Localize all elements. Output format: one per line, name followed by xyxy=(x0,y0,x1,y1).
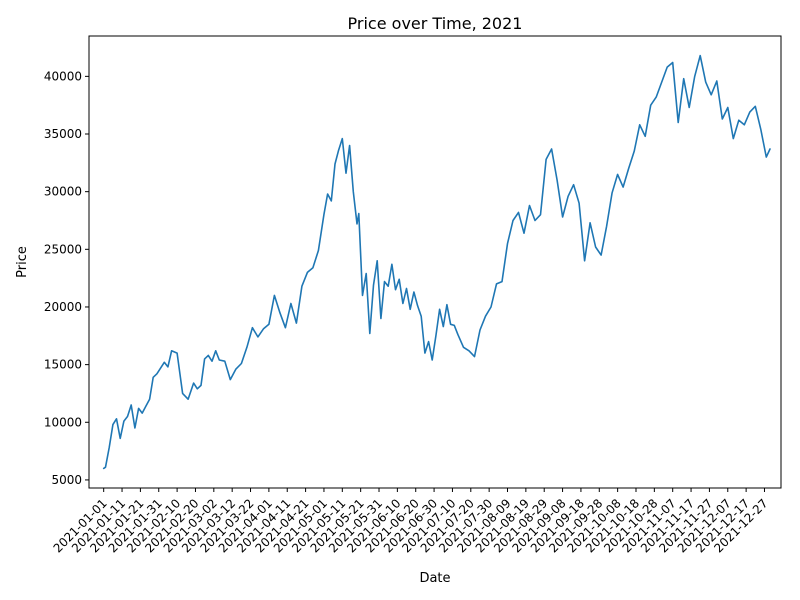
y-tick-label: 25000 xyxy=(44,242,82,256)
plot-area-frame xyxy=(88,35,782,489)
price-series-line xyxy=(102,54,771,470)
chart-title: Price over Time, 2021 xyxy=(348,14,523,33)
y-axis-label: Price xyxy=(15,246,30,278)
x-axis-ticks: 2021-01-012021-01-112021-01-212021-01-31… xyxy=(51,488,771,555)
x-axis-label: Date xyxy=(419,571,450,586)
y-tick-label: 30000 xyxy=(44,185,82,199)
y-tick-label: 35000 xyxy=(44,127,82,141)
y-tick-label: 40000 xyxy=(44,69,82,83)
y-tick-label: 10000 xyxy=(44,415,82,429)
plot-series xyxy=(102,54,771,470)
y-axis-ticks: 5000 10000 15000 20000 25000 30000 35000 40000 xyxy=(44,69,89,487)
y-tick-label: 20000 xyxy=(44,300,82,314)
y-tick-label: 15000 xyxy=(44,358,82,372)
y-tick-label: 5000 xyxy=(51,473,82,487)
